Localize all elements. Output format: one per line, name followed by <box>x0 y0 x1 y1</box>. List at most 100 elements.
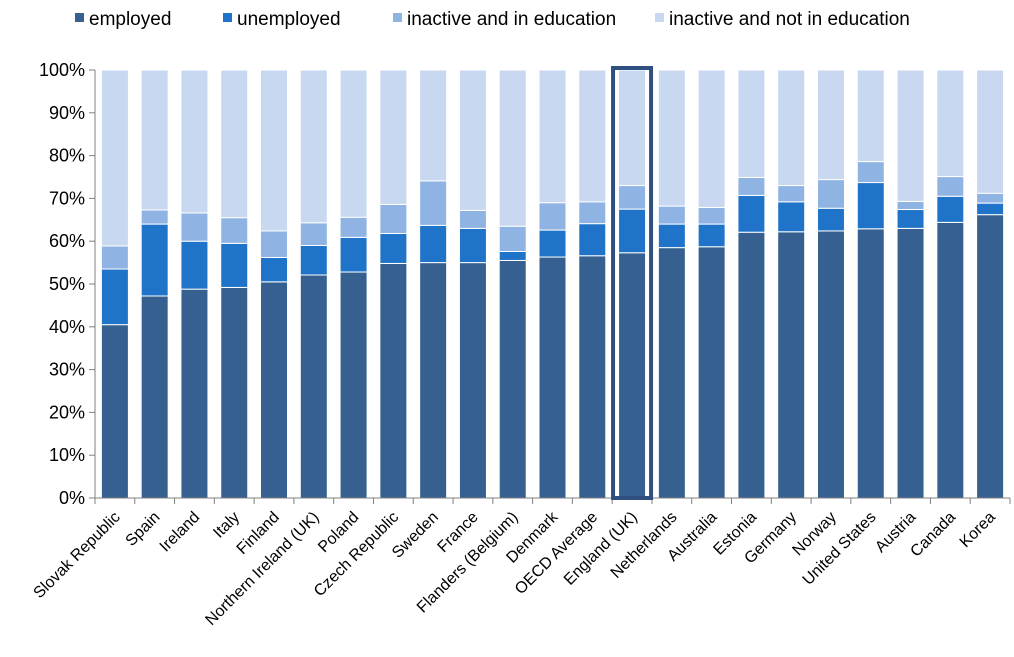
x-label-22: Canada <box>908 509 960 561</box>
bar-17-series-1 <box>737 231 766 499</box>
bar-8-series-2 <box>379 232 408 264</box>
bar-7-series-1 <box>339 271 368 499</box>
legend-swatch-2 <box>223 13 232 22</box>
y-tick-label-5: 50% <box>49 274 85 294</box>
bar-11-series-3 <box>498 225 527 252</box>
legend-swatch-1 <box>75 13 84 22</box>
legend-label-3: inactive and in education <box>407 9 616 30</box>
bar-23-series-1 <box>976 214 1005 499</box>
bar-22-series-2 <box>936 195 965 223</box>
bar-16-series-3 <box>697 206 726 225</box>
bar-11-series-2 <box>498 250 527 261</box>
bar-23-series-3 <box>976 192 1005 204</box>
bar-21-series-2 <box>896 209 925 229</box>
bar-9-series-3 <box>419 180 448 226</box>
bar-2-series-4 <box>140 69 169 211</box>
bar-5-series-2 <box>260 256 289 283</box>
legend-label-2: unemployed <box>237 9 341 30</box>
bar-6-series-3 <box>299 222 328 246</box>
bar-3-series-3 <box>180 212 209 242</box>
bar-4-series-4 <box>220 69 249 219</box>
bar-14-series-4 <box>618 69 647 187</box>
bar-1-series-1 <box>100 324 129 499</box>
bar-10-series-1 <box>458 262 487 499</box>
y-tick-label-8: 80% <box>49 146 85 166</box>
bar-8-series-3 <box>379 203 408 234</box>
bar-3-series-4 <box>180 69 209 214</box>
bar-16-series-1 <box>697 246 726 499</box>
bar-12-series-4 <box>538 69 567 204</box>
y-tick-label-6: 60% <box>49 231 85 251</box>
x-label-4: Italy <box>210 509 243 542</box>
y-tick-label-1: 10% <box>49 445 85 465</box>
bar-16-series-4 <box>697 69 726 208</box>
bar-22-series-4 <box>936 69 965 178</box>
bar-6-series-1 <box>299 274 328 499</box>
bar-18-series-3 <box>777 185 806 203</box>
bar-6-series-2 <box>299 244 328 276</box>
bars-group <box>100 69 1005 499</box>
bar-9-series-1 <box>419 262 448 499</box>
bar-2-series-2 <box>140 223 169 297</box>
bar-14-series-3 <box>618 185 647 210</box>
bar-21-series-4 <box>896 69 925 202</box>
bar-7-series-2 <box>339 236 368 273</box>
bar-1-series-3 <box>100 245 129 270</box>
y-tick-label-0: 0% <box>59 488 85 508</box>
bar-19-series-4 <box>816 69 845 181</box>
bar-13-series-3 <box>578 201 607 225</box>
bar-10-series-4 <box>458 69 487 211</box>
y-tick-label-4: 40% <box>49 317 85 337</box>
bar-4-series-2 <box>220 242 249 288</box>
bar-20-series-4 <box>856 69 885 163</box>
bar-12-series-3 <box>538 202 567 231</box>
bar-3-series-2 <box>180 240 209 290</box>
bar-20-series-2 <box>856 182 885 230</box>
bar-2-series-3 <box>140 209 169 225</box>
bar-8-series-1 <box>379 262 408 499</box>
bar-14-series-2 <box>618 208 647 254</box>
bar-22-series-1 <box>936 221 965 499</box>
legend-swatch-3 <box>393 13 402 22</box>
x-label-3: Ireland <box>157 509 204 556</box>
bar-20-series-1 <box>856 228 885 499</box>
bar-21-series-3 <box>896 200 925 211</box>
bar-18-series-1 <box>777 231 806 499</box>
bar-15-series-2 <box>657 223 686 249</box>
legend-swatch-4 <box>655 13 664 22</box>
bar-11-series-4 <box>498 69 527 227</box>
bar-17-series-3 <box>737 176 766 196</box>
bar-19-series-2 <box>816 207 845 232</box>
bar-10-series-3 <box>458 209 487 229</box>
bar-23-series-2 <box>976 202 1005 216</box>
bar-16-series-2 <box>697 223 726 248</box>
bar-9-series-4 <box>419 69 448 182</box>
x-label-23: Korea <box>957 509 999 551</box>
legend-label-4: inactive and not in education <box>669 9 910 30</box>
bar-3-series-1 <box>180 288 209 499</box>
bar-19-series-1 <box>816 230 845 499</box>
bar-4-series-1 <box>220 286 249 499</box>
bar-6-series-4 <box>299 69 328 224</box>
bar-5-series-1 <box>260 281 289 499</box>
bar-21-series-1 <box>896 227 925 499</box>
bar-17-series-2 <box>737 194 766 233</box>
bar-23-series-4 <box>976 69 1005 194</box>
bar-22-series-3 <box>936 176 965 197</box>
bar-19-series-3 <box>816 179 845 209</box>
highlight-box <box>611 66 654 500</box>
y-tick-label-9: 90% <box>49 103 85 123</box>
bar-4-series-3 <box>220 217 249 244</box>
bar-20-series-3 <box>856 161 885 184</box>
y-tick-label-3: 30% <box>49 360 85 380</box>
bar-11-series-1 <box>498 259 527 499</box>
highlight-group <box>611 66 654 500</box>
legend: employed unemployed inactive and in educat… <box>75 9 910 30</box>
x-label-1: Slovak Republic <box>31 509 124 602</box>
bar-2-series-1 <box>140 295 169 499</box>
y-tick-label-10: 100% <box>39 60 85 80</box>
bar-7-series-4 <box>339 69 368 218</box>
bar-15-series-4 <box>657 69 686 207</box>
y-tick-label-2: 20% <box>49 402 85 422</box>
